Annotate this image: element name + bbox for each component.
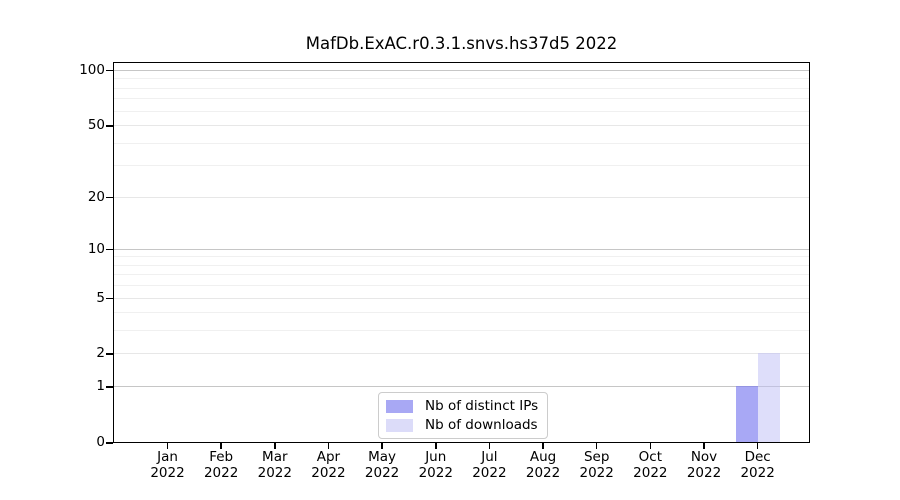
legend-swatch-downloads — [386, 418, 413, 432]
minor-gridline — [113, 87, 810, 89]
minor-gridline — [113, 142, 810, 144]
minor-gridline — [113, 264, 810, 266]
x-tick-mark — [756, 443, 759, 449]
x-tick-mark — [649, 443, 652, 449]
major-gridline — [113, 125, 810, 127]
grid-layer — [113, 62, 810, 443]
y-tick-label: 50 — [87, 117, 105, 134]
legend-swatch-distinct-ips — [386, 399, 413, 413]
y-tick-mark — [106, 297, 113, 300]
minor-gridline — [113, 285, 810, 287]
y-tick-label: 0 — [96, 434, 105, 450]
x-tick-mark — [327, 443, 330, 449]
minor-gridline — [113, 165, 810, 167]
bar-distinct-ips — [735, 386, 758, 442]
x-tick-mark — [703, 443, 705, 449]
x-tick-label: Aug 2022 — [525, 449, 561, 481]
major-gridline — [113, 297, 810, 299]
y-tick-label: 10 — [87, 240, 105, 257]
y-tick-label: 1 — [96, 378, 105, 395]
chart-title: MafDb.ExAC.r0.3.1.snvs.hs37d5 2022 — [305, 34, 618, 53]
x-tick-label: Apr 2022 — [311, 449, 346, 481]
y-tick-mark — [106, 125, 113, 127]
x-tick-label: Sep 2022 — [579, 449, 614, 481]
major-gridline — [113, 248, 810, 250]
plot-area: Nb of distinct IPs Nb of downloads — [113, 62, 810, 443]
x-tick-label: Mar 2022 — [257, 449, 292, 481]
major-gridline — [113, 69, 810, 71]
x-tick-mark — [274, 443, 276, 449]
legend-item-distinct-ips: Nb of distinct IPs — [386, 398, 538, 414]
x-tick-label: Jul 2022 — [472, 449, 507, 481]
x-tick-label: Dec 2022 — [740, 449, 775, 481]
legend-label-distinct-ips: Nb of distinct IPs — [425, 398, 539, 414]
x-tick-mark — [435, 443, 437, 449]
x-tick-label: Feb 2022 — [203, 449, 239, 481]
bar-layer — [113, 62, 810, 443]
x-tick-mark — [381, 443, 383, 449]
minor-gridline — [113, 312, 810, 314]
x-tick-label: Nov 2022 — [686, 449, 722, 481]
major-gridline — [113, 386, 810, 388]
minor-gridline — [113, 110, 810, 112]
x-tick-mark — [488, 443, 491, 449]
minor-gridline — [113, 256, 810, 258]
major-gridline — [113, 196, 810, 198]
y-tick-mark — [106, 442, 113, 444]
x-tick-mark — [542, 443, 544, 449]
y-tick-mark — [106, 69, 113, 72]
x-tick-label: Jun 2022 — [418, 449, 453, 481]
x-tick-mark — [166, 443, 169, 449]
bar-downloads — [757, 353, 780, 442]
minor-gridline — [113, 78, 810, 80]
y-tick-label: 5 — [96, 289, 105, 306]
y-tick-mark — [106, 196, 113, 199]
legend-label-downloads: Nb of downloads — [425, 417, 538, 433]
x-tick-mark — [220, 443, 222, 449]
legend: Nb of distinct IPs Nb of downloads — [378, 392, 549, 439]
minor-gridline — [113, 330, 810, 332]
y-tick-mark — [106, 353, 113, 355]
x-tick-label: Oct 2022 — [633, 449, 668, 481]
x-tick-label: May 2022 — [364, 449, 400, 481]
minor-gridline — [113, 274, 810, 276]
y-tick-label: 2 — [96, 345, 105, 362]
y-tick-label: 20 — [87, 188, 105, 205]
x-tick-label: Jan 2022 — [150, 449, 185, 481]
y-tick-mark — [106, 386, 113, 388]
x-tick-mark — [595, 443, 598, 449]
legend-item-downloads: Nb of downloads — [386, 417, 538, 433]
y-tick-label: 100 — [79, 61, 105, 78]
y-tick-mark — [106, 248, 113, 251]
minor-gridline — [113, 98, 810, 100]
major-gridline — [113, 353, 810, 355]
